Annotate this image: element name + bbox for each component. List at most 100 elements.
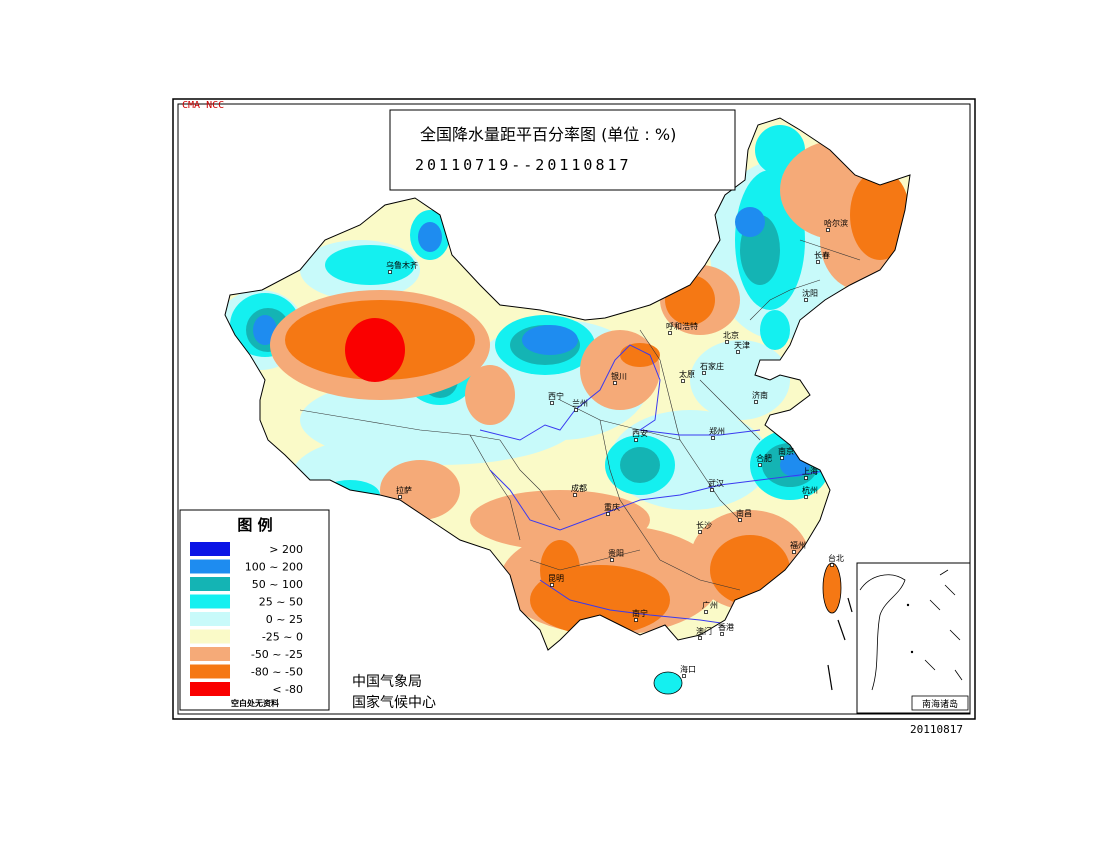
city-label: 杭州 xyxy=(802,485,818,495)
cma-ncc-tag: CMA NCC xyxy=(182,100,224,111)
city-dot xyxy=(804,476,808,480)
city-dot xyxy=(710,488,714,492)
legend-swatch xyxy=(190,577,230,591)
city-label: 长春 xyxy=(814,250,830,260)
city-label: 石家庄 xyxy=(700,361,724,371)
city-label: 银川 xyxy=(611,371,627,381)
legend-label: 25 ~ 50 xyxy=(259,596,303,609)
city-dot xyxy=(574,408,578,412)
legend-label: > 200 xyxy=(269,543,303,556)
legend: 图 例 > 200 100 ~ 200 50 ~ 100 25 ~ 50 0 ~ 25 -… xyxy=(179,509,330,711)
city-dot xyxy=(830,563,834,567)
map-period: 20110719--20110817 xyxy=(415,156,632,174)
city-dot xyxy=(610,558,614,562)
city-dot xyxy=(804,298,808,302)
map-title: 全国降水量距平百分率图 (单位 : %) xyxy=(420,125,676,144)
city-label: 长沙 xyxy=(696,520,712,530)
city-dot xyxy=(758,463,762,467)
city-label: 乌鲁木齐 xyxy=(386,260,418,270)
inner-frame xyxy=(177,103,971,715)
legend-swatch xyxy=(190,594,230,609)
city-dot xyxy=(738,518,742,522)
legend-label: 50 ~ 100 xyxy=(252,578,303,591)
city-dot xyxy=(668,331,672,335)
city-dot xyxy=(704,610,708,614)
city-label: 海口 xyxy=(680,664,696,674)
city-dot xyxy=(711,436,715,440)
city-dot xyxy=(681,379,685,383)
city-label: 郑州 xyxy=(709,426,725,436)
city-label: 成都 xyxy=(571,483,587,493)
city-dot xyxy=(725,340,729,344)
credit-line2: 国家气候中心 xyxy=(352,694,436,711)
legend-label: -50 ~ -25 xyxy=(251,648,303,661)
city-label: 广州 xyxy=(702,600,718,610)
legend-note: 空白处无资料 xyxy=(231,698,279,708)
legend-swatch xyxy=(190,664,230,679)
legend-title: 图 例 xyxy=(237,516,272,534)
city-dot xyxy=(398,495,402,499)
legend-label: < -80 xyxy=(272,683,303,696)
city-dot xyxy=(613,381,617,385)
city-label: 太原 xyxy=(679,369,695,379)
city-label: 天津 xyxy=(734,340,750,350)
city-dot xyxy=(792,550,796,554)
city-label: 福州 xyxy=(790,541,806,550)
legend-swatch xyxy=(190,629,230,644)
city-label: 贵阳 xyxy=(608,548,624,558)
city-label: 呼和浩特 xyxy=(666,321,698,331)
city-dot xyxy=(388,270,392,274)
taiwan-island xyxy=(822,562,842,614)
city-dot xyxy=(550,401,554,405)
city-dot xyxy=(780,456,784,460)
city-dot xyxy=(682,674,686,678)
legend-label: 100 ~ 200 xyxy=(245,561,303,574)
city-label: 哈尔滨 xyxy=(824,218,848,228)
city-label: 济南 xyxy=(752,390,768,400)
city-label: 西宁 xyxy=(548,391,564,401)
south-china-sea-inset: 南海诸岛 xyxy=(856,562,971,714)
city-label: 重庆 xyxy=(604,502,620,512)
city-dot xyxy=(634,438,638,442)
city-dot xyxy=(606,512,610,516)
rivers xyxy=(479,344,831,626)
city-label: 北京 xyxy=(723,330,739,340)
sea-dash xyxy=(837,619,846,641)
credit-line1: 中国气象局 xyxy=(352,674,422,690)
city-dot xyxy=(804,495,808,499)
city-label: 昆明 xyxy=(548,574,564,583)
footer-date: 20110817 xyxy=(910,723,963,736)
city-label: 武汉 xyxy=(708,478,724,488)
city-label: 沈阳 xyxy=(802,288,818,298)
city-dot xyxy=(736,350,740,354)
city-label: 合肥 xyxy=(756,453,772,463)
legend-swatch xyxy=(190,647,230,661)
legend-label: -25 ~ 0 xyxy=(262,631,303,644)
city-dot xyxy=(573,493,577,497)
city-label: 南宁 xyxy=(632,608,648,618)
city-dot xyxy=(702,371,706,375)
city-dot xyxy=(720,632,724,636)
inset-label: 南海诸岛 xyxy=(922,698,958,710)
city-dot xyxy=(754,400,758,404)
city-dot xyxy=(826,228,830,232)
city-label: 南京 xyxy=(778,446,794,456)
city-label: 香港 xyxy=(718,622,734,632)
legend-label: -80 ~ -50 xyxy=(251,666,303,679)
city-label: 西安 xyxy=(632,428,648,438)
title-box xyxy=(389,109,736,191)
legend-swatch xyxy=(190,559,230,574)
province-borders xyxy=(299,239,861,591)
legend-swatch xyxy=(190,542,230,556)
outer-frame xyxy=(172,98,976,720)
legend-swatch xyxy=(190,682,230,696)
hainan-island xyxy=(653,671,683,695)
city-label: 兰州 xyxy=(572,398,588,408)
city-dot xyxy=(634,618,638,622)
city-label: 澳门 xyxy=(696,626,712,636)
city-dot xyxy=(698,530,702,534)
legend-label: 0 ~ 25 xyxy=(266,613,303,626)
city-dot xyxy=(698,636,702,640)
